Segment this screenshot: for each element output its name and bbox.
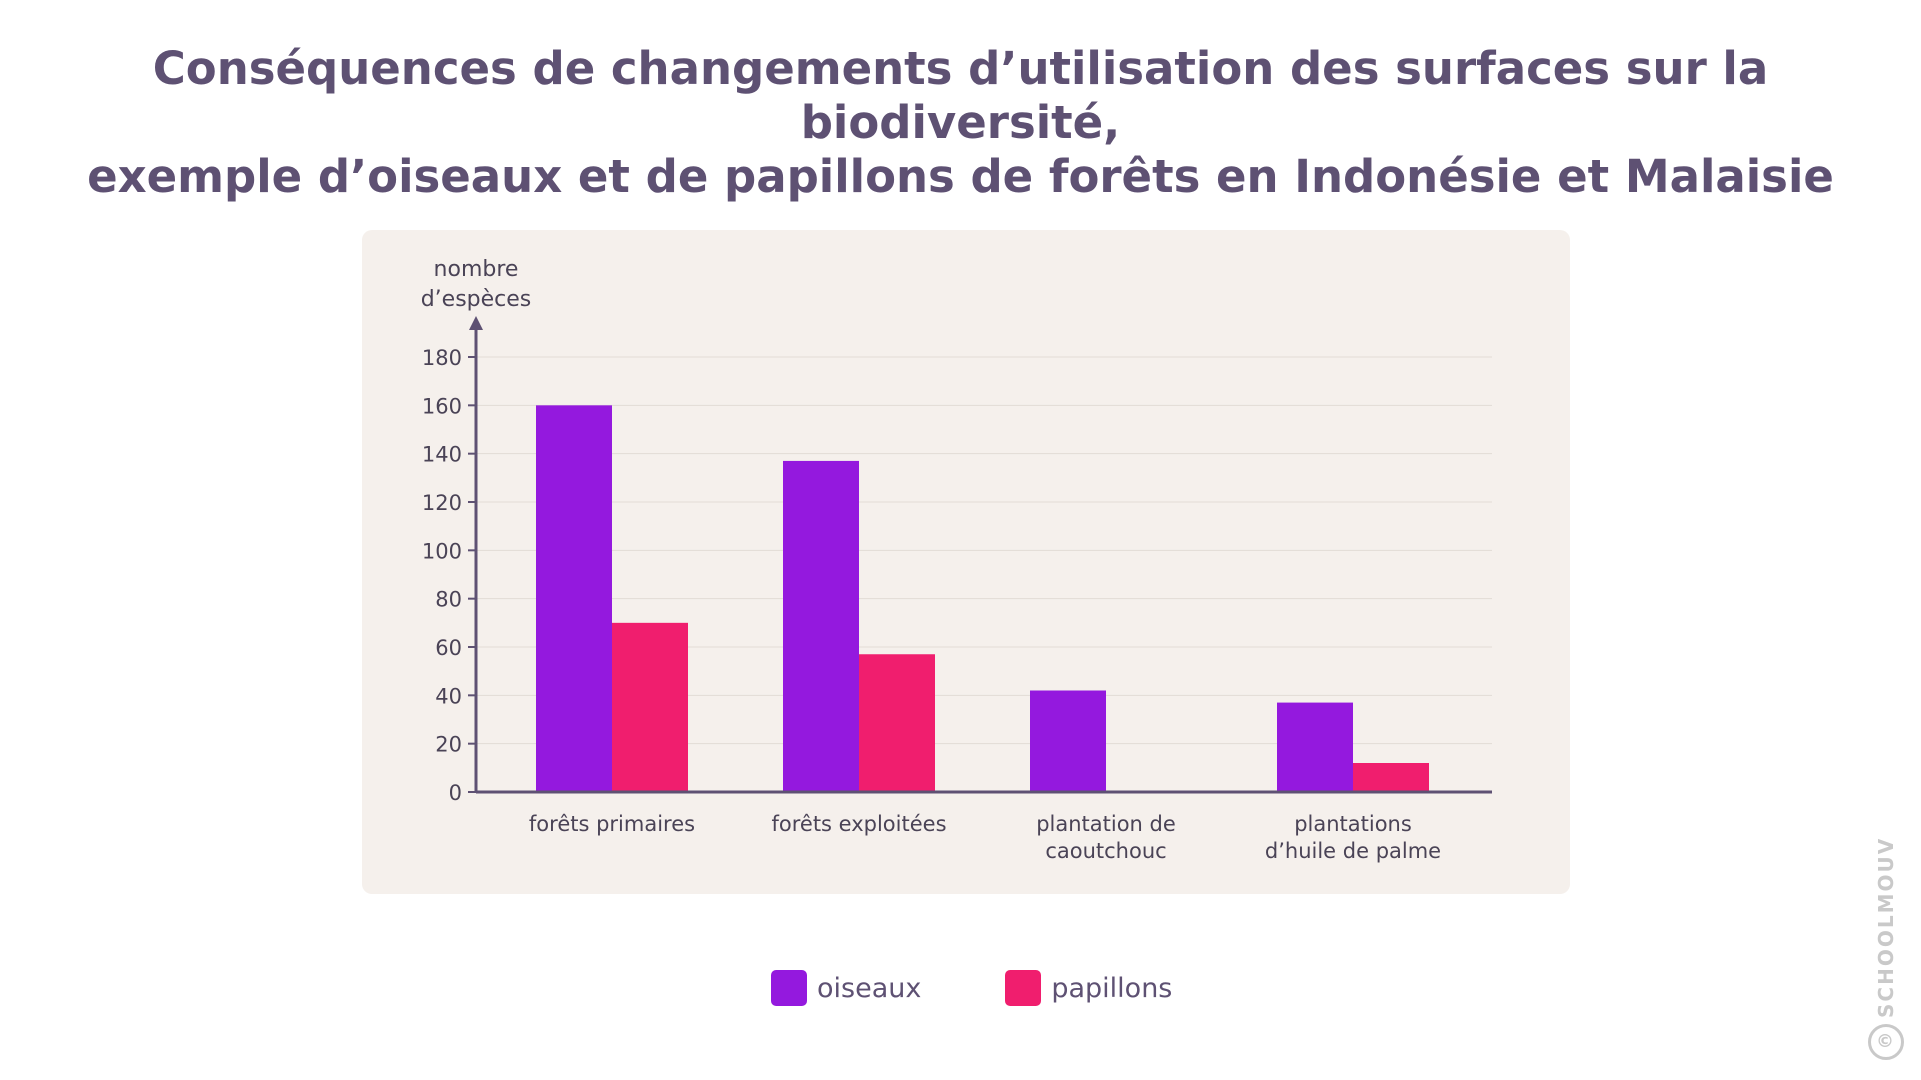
legend-item-oiseaux: oiseaux [771,970,921,1006]
y-axis-label-line-2: d’espèces [421,287,532,312]
y-tick-label-80: 80 [435,588,462,612]
x-tick-label-3-1: d’huile de palme [1265,839,1441,863]
y-tick-label-20: 20 [435,733,462,757]
legend: oiseaux papillons [771,970,1256,1006]
y-tick-label-100: 100 [422,539,462,563]
legend-label-oiseaux: oiseaux [817,972,922,1004]
legend-item-papillons: papillons [1005,970,1172,1006]
watermark-text: SCHOOLMOUV [1874,836,1898,1018]
y-tick-label-40: 40 [435,684,462,708]
bar-papillons-1 [859,654,935,792]
x-tick-label-0-0: forêts primaires [529,812,695,836]
x-tick-label-3-0: plantations [1294,812,1412,836]
bar-oiseaux-0 [536,405,612,792]
bar-chart: 0 20 40 60 80 100 120 140 160 180 nombre d’espèces f… [421,257,1492,863]
chart-title-line-1: Conséquences de changements d’utilisatio… [152,42,1769,149]
y-axis-arrow-icon [469,316,483,330]
legend-label-papillons: papillons [1051,972,1173,1004]
y-tick-label-0: 0 [449,781,462,805]
bar-papillons-0 [612,622,688,792]
chart-panel: 0 20 40 60 80 100 120 140 160 180 nombre d’espèces f… [362,230,1570,894]
bar-papillons-3 [1353,763,1429,792]
legend-swatch-papillons [1005,970,1042,1006]
x-tick-label-2-0: plantation de [1036,812,1176,836]
copyright-icon: © [1868,1024,1904,1060]
x-tick-label-2-1: caoutchouc [1045,839,1166,863]
y-tick-label-180: 180 [422,346,462,370]
bar-oiseaux-3 [1277,702,1353,792]
x-tick-label-1-0: forêts exploitées [771,812,946,836]
y-axis-label-line-1: nombre [434,257,519,282]
chart-title: Conséquences de changements d’utilisatio… [0,42,1921,204]
y-tick-label-160: 160 [422,394,462,418]
chart-title-line-2: exemple d’oiseaux et de papillons de for… [87,150,1834,203]
y-tick-label-120: 120 [422,491,462,515]
y-tick-label-140: 140 [422,443,462,467]
watermark: © SCHOOLMOUV [1868,837,1904,1060]
bar-oiseaux-2 [1030,690,1106,792]
y-tick-label-60: 60 [435,636,462,660]
legend-swatch-oiseaux [771,970,807,1006]
bar-oiseaux-1 [783,460,859,792]
